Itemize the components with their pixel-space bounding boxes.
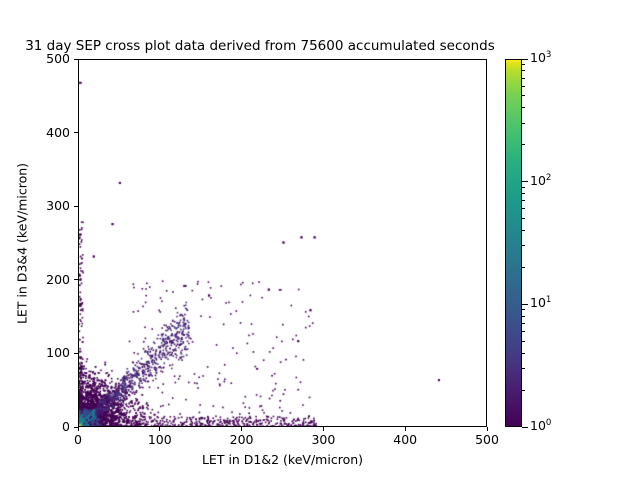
colorbar-minor-tick <box>522 322 526 324</box>
colorbar-minor-tick <box>522 122 526 124</box>
x-tick-mark <box>159 427 161 431</box>
colorbar-minor-tick <box>522 331 526 333</box>
y-axis-label: LET in D3&4 (keV/micron) <box>14 162 30 325</box>
colorbar-minor-tick <box>522 193 526 195</box>
colorbar-minor-tick <box>522 208 526 210</box>
colorbar-minor-tick <box>522 95 526 97</box>
x-tick-label: 300 <box>311 432 336 447</box>
x-tick-mark <box>241 427 243 431</box>
colorbar-tick-label: 102 <box>530 172 552 188</box>
y-tick-mark <box>74 132 78 134</box>
colorbar-tick-label: 100 <box>530 417 552 433</box>
x-tick-mark <box>486 427 488 431</box>
y-tick-label: 100 <box>46 345 70 361</box>
colorbar-minor-tick <box>522 245 526 247</box>
x-tick-label: 100 <box>147 432 172 447</box>
y-tick-label: 500 <box>46 51 70 66</box>
x-tick-label: 400 <box>393 432 418 447</box>
colorbar-minor-tick <box>522 70 526 72</box>
colorbar[interactable] <box>505 59 522 427</box>
colorbar-minor-tick <box>522 229 526 231</box>
y-tick-label: 300 <box>46 198 70 214</box>
colorbar-minor-tick <box>522 315 526 317</box>
y-tick-label: 0 <box>62 419 70 434</box>
colorbar-minor-tick <box>522 340 526 342</box>
colorbar-tick-mark <box>522 181 528 183</box>
colorbar-minor-tick <box>522 186 526 188</box>
x-tick-mark <box>404 427 406 431</box>
y-tick-mark <box>74 58 78 60</box>
colorbar-tick-mark <box>522 58 528 60</box>
x-tick-label: 0 <box>74 432 82 447</box>
y-tick-mark <box>74 205 78 207</box>
y-tick-mark <box>74 279 78 281</box>
plot-area[interactable] <box>78 59 487 427</box>
colorbar-minor-tick <box>522 85 526 87</box>
colorbar-gradient <box>505 59 522 427</box>
x-tick-label: 500 <box>475 432 499 447</box>
y-tick-label: 400 <box>46 124 70 140</box>
colorbar-minor-tick <box>522 64 526 66</box>
y-tick-mark <box>74 352 78 354</box>
colorbar-minor-tick <box>522 309 526 311</box>
x-tick-mark <box>77 427 79 431</box>
colorbar-minor-tick <box>522 144 526 146</box>
x-tick-label: 200 <box>229 432 254 447</box>
colorbar-minor-tick <box>522 352 526 354</box>
y-tick-mark <box>74 426 78 428</box>
colorbar-minor-tick <box>522 107 526 109</box>
colorbar-minor-tick <box>522 218 526 220</box>
colorbar-minor-tick <box>522 77 526 79</box>
x-axis-label: LET in D1&2 (keV/micron) <box>201 452 364 467</box>
colorbar-tick-mark <box>522 426 528 428</box>
colorbar-tick-label: 101 <box>530 295 552 311</box>
colorbar-minor-tick <box>522 200 526 202</box>
title-line-1: 31 day SEP cross plot data derived from … <box>25 38 495 54</box>
x-tick-mark <box>322 427 324 431</box>
colorbar-tick-mark <box>522 303 528 305</box>
scatter-plot-canvas <box>79 60 486 426</box>
colorbar-minor-tick <box>522 389 526 391</box>
colorbar-minor-tick <box>522 266 526 268</box>
colorbar-tick-label: 103 <box>530 49 552 65</box>
colorbar-minor-tick <box>522 367 526 369</box>
y-tick-label: 200 <box>46 271 70 287</box>
